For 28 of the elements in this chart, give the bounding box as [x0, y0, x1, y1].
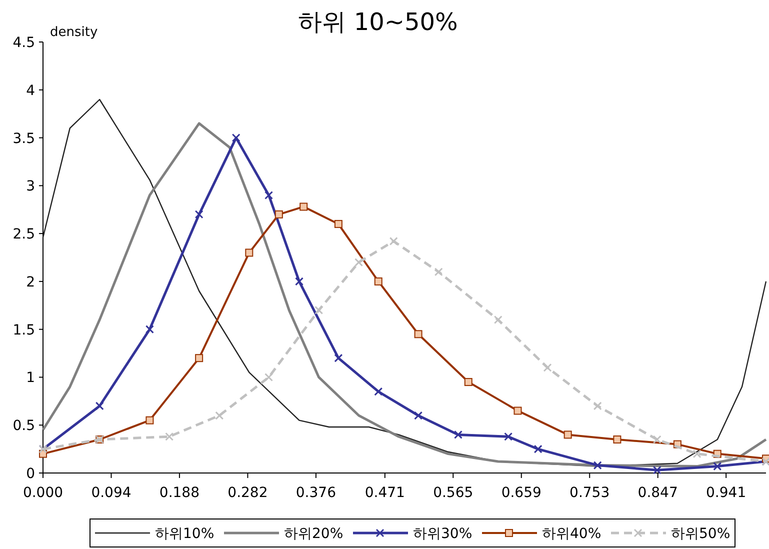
chart-title: 하위 10~50%: [298, 8, 458, 36]
y-tick-label: 1.5: [12, 322, 35, 338]
legend-label: 하위20%: [284, 526, 344, 542]
y-tick-label: 4.5: [12, 35, 35, 51]
x-tick-label: 0.000: [22, 485, 64, 501]
y-tick-label: 2.5: [12, 226, 35, 243]
legend-label: 하위10%: [155, 526, 214, 542]
y-tick-label: 3.5: [12, 130, 35, 147]
x-tick-label: 0.659: [501, 485, 542, 501]
legend-label: 하위40%: [542, 526, 602, 542]
y-tick-label: 2: [26, 274, 35, 290]
x-tick-label: 0.471: [364, 485, 405, 501]
x-tick-label: 0.188: [159, 485, 200, 501]
x-tick-label: 0.941: [706, 485, 746, 501]
legend-label: 하위50%: [671, 526, 730, 542]
y-tick-label: 3: [26, 178, 35, 195]
y-axis-title: density: [50, 25, 98, 40]
y-tick-label: 1: [26, 370, 35, 386]
x-tick-label: 0.565: [433, 485, 474, 501]
legend-label: 하위30%: [413, 526, 472, 542]
y-tick-label: 0: [26, 466, 35, 482]
x-tick-label: 0.847: [638, 485, 678, 501]
x-tick-label: 0.094: [91, 485, 132, 501]
y-tick-label: 4: [26, 82, 36, 99]
x-tick-label: 0.282: [228, 485, 268, 501]
x-tick-label: 0.376: [296, 485, 336, 501]
x-tick-label: 0.753: [570, 485, 610, 501]
y-tick-label: 0.5: [12, 418, 35, 434]
